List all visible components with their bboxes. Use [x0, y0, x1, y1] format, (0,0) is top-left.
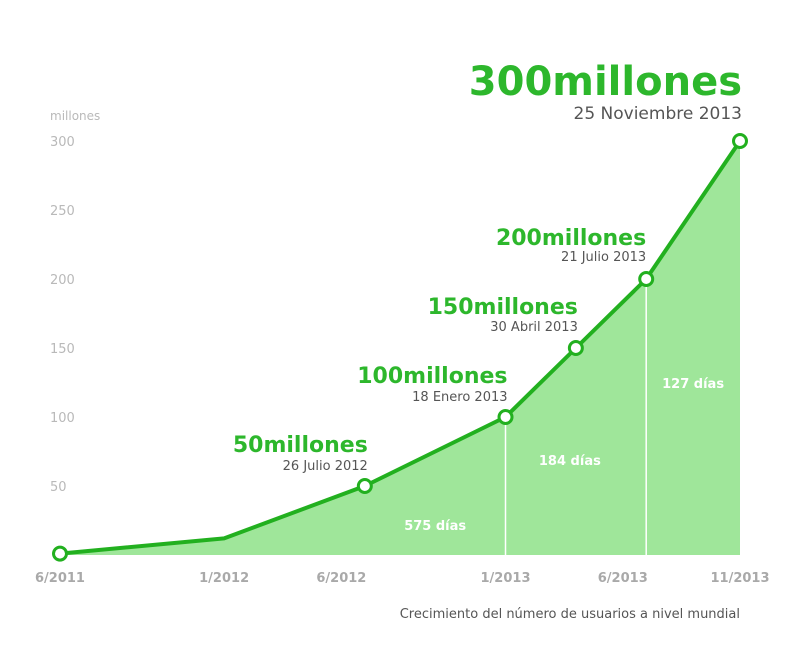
x-tick-label: 6/2012 [316, 571, 366, 586]
milestone-title: 100millones [357, 364, 507, 389]
x-axis: 6/2011 1/2012 6/2012 1/2013 6/2013 11/2013 [35, 571, 770, 586]
x-tick-label: 6/2013 [598, 571, 648, 586]
interval-label: 184 días [539, 454, 601, 469]
y-axis-label: millones [50, 109, 100, 123]
data-point [567, 340, 584, 356]
milestone-date: 21 Julio 2013 [561, 250, 646, 265]
area-layer [60, 141, 740, 555]
milestone-points [52, 133, 748, 562]
x-tick-label: 11/2013 [710, 571, 769, 586]
milestone-date: 30 Abril 2013 [490, 320, 578, 335]
milestone-title: 200millones [496, 226, 646, 251]
milestone-date: 25 Noviembre 2013 [574, 104, 743, 124]
chart-caption: Crecimiento del número de usuarios a niv… [400, 607, 740, 622]
milestone-title: 300millones [469, 59, 742, 105]
milestone-date: 18 Enero 2013 [412, 390, 507, 405]
milestone-title: 50millones [233, 433, 368, 458]
interval-dividers [504, 287, 647, 555]
y-tick-label: 300 [50, 135, 75, 150]
interval-label: 127 días [662, 377, 724, 392]
milestone-title: 150millones [428, 295, 578, 320]
data-point [356, 478, 373, 494]
growth-area [60, 141, 740, 555]
interval-label: 575 días [404, 519, 466, 534]
y-tick-label: 150 [50, 342, 75, 357]
y-tick-label: 200 [50, 273, 75, 288]
data-point [497, 409, 514, 425]
y-axis: millones 50 100 150 200 250 300 [50, 109, 100, 495]
data-point [732, 133, 748, 149]
milestone-date: 26 Julio 2012 [283, 459, 368, 474]
interval-labels: 575 días 184 días 127 días [404, 377, 724, 534]
data-point [638, 271, 655, 287]
x-tick-label: 1/2013 [481, 571, 531, 586]
x-tick-label: 1/2012 [199, 571, 249, 586]
x-tick-label: 6/2011 [35, 571, 85, 586]
data-point [52, 545, 68, 562]
y-tick-label: 50 [50, 480, 67, 495]
y-tick-label: 250 [50, 204, 75, 219]
y-tick-label: 100 [50, 411, 75, 426]
